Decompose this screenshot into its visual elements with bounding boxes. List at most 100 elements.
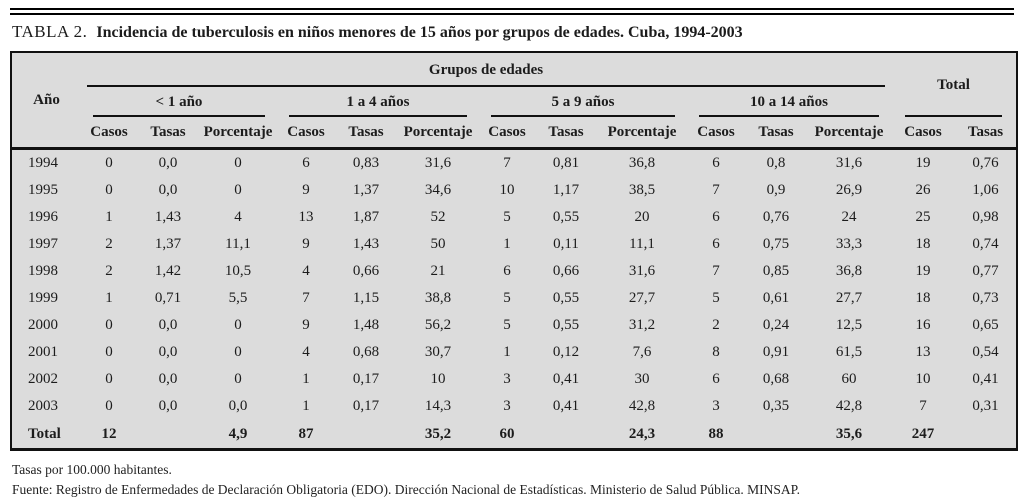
data-cell: 11,1 (225, 236, 251, 252)
data-cell: 88 (708, 425, 724, 442)
data-cell: 11,1 (629, 236, 655, 252)
age-group-1-4: 1 a 4 años (277, 87, 479, 117)
data-cell: 0,41 (552, 371, 580, 387)
data-cell: 42,8 (835, 398, 863, 414)
data-cell: 35,2 (424, 425, 452, 442)
data-cell: 0,55 (552, 290, 580, 306)
year-cell: 2002 (28, 371, 58, 387)
data-cell: 5,5 (228, 290, 248, 306)
year-cell: 1995 (28, 182, 58, 198)
table-row: 1997 2 1,37 11,1 9 1,43 50 1 0,11 11,1 6 0,75 33,3 18… (11, 231, 1017, 258)
data-cell: 33,3 (835, 236, 863, 252)
data-cell: 5 (503, 317, 511, 333)
footnotes: Tasas por 100.000 habitantes. Fuente: Re… (12, 460, 1014, 499)
data-cell: 0,66 (352, 263, 380, 279)
data-cell: 36,8 (628, 155, 656, 171)
data-cell: 0 (105, 182, 113, 198)
table-caption: TABLA 2. Incidencia de tuberculosis en ni… (12, 22, 1014, 42)
data-cell: 10 (915, 371, 931, 387)
table-row: 2001 0 0,0 0 4 0,68 30,7 1 0,12 7,6 8 0,91 61,5 13 0,5… (11, 339, 1017, 366)
data-cell: 4,9 (228, 425, 248, 442)
data-cell: 16 (915, 317, 931, 333)
subheader-casos: Casos (479, 117, 535, 150)
table-body: 1994 0 0,0 0 6 0,83 31,6 7 0,81 36,8 6 0,8 31,6 19 0,7… (11, 149, 1017, 450)
data-cell: 18 (915, 236, 931, 252)
data-cell: 31,2 (628, 317, 656, 333)
table-row: 1994 0 0,0 0 6 0,83 31,6 7 0,81 36,8 6 0,8 31,6 19 0,7… (11, 149, 1017, 178)
data-cell: 1,43 (154, 209, 182, 225)
data-cell: 0,11 (553, 236, 579, 252)
data-cell: 0,41 (972, 371, 999, 387)
age-group-under-1: < 1 año (81, 87, 277, 117)
data-cell: 31,6 (628, 263, 656, 279)
data-cell: 8 (712, 344, 720, 360)
age-group-10-14: 10 a 14 años (687, 87, 891, 117)
data-cell: 12,5 (835, 317, 863, 333)
data-cell: 4 (302, 344, 310, 360)
data-cell: 0,35 (762, 398, 790, 414)
data-cell: 0,75 (762, 236, 790, 252)
data-cell: 0,0 (158, 398, 178, 414)
data-cell: 31,6 (835, 155, 863, 171)
subheader-casos: Casos (277, 117, 335, 150)
data-cell: 0 (105, 398, 113, 414)
data-cell: 18 (915, 290, 931, 306)
data-cell (535, 420, 597, 450)
data-cell: 31,6 (424, 155, 452, 171)
data-cell: 10 (430, 371, 446, 387)
data-cell: 50 (430, 236, 446, 252)
data-cell: 4 (302, 263, 310, 279)
data-cell: 0,24 (762, 317, 790, 333)
data-cell: 5 (503, 290, 511, 306)
subheader-total-tasas: Tasas (955, 117, 1018, 150)
data-cell: 3 (712, 398, 720, 414)
incidence-table: Año Grupos de edades Total < 1 año 1 a 4… (10, 51, 1019, 451)
data-cell: 34,6 (424, 182, 452, 198)
data-cell: 0,91 (762, 344, 790, 360)
col-header-year: Año (11, 52, 81, 150)
data-cell: 6 (712, 236, 720, 252)
data-cell: 26 (915, 182, 931, 198)
data-cell: 0,0 (158, 344, 178, 360)
data-cell: 24,3 (628, 425, 656, 442)
data-cell (955, 420, 1017, 450)
subheader-porcentaje: Porcentaje (397, 117, 479, 150)
data-cell: 0,83 (352, 155, 380, 171)
table-row: 1999 1 0,71 5,5 7 1,15 38,8 5 0,55 27,7 5 0,61 27,7 1… (11, 285, 1017, 312)
data-cell: 9 (302, 182, 310, 198)
data-cell: 61,5 (835, 344, 863, 360)
data-cell: 0,55 (552, 317, 580, 333)
data-cell: 52 (430, 209, 446, 225)
subheader-tasas: Tasas (335, 117, 397, 150)
data-cell: 10,5 (224, 263, 252, 279)
data-cell: 0 (105, 344, 113, 360)
data-cell: 7 (919, 398, 927, 414)
data-cell: 10 (499, 182, 515, 198)
data-cell: 6 (302, 155, 310, 171)
data-cell: 1,17 (552, 182, 580, 198)
table-row: 1995 0 0,0 0 9 1,37 34,6 10 1,17 38,5 7 0,9 26,9 26 1,… (11, 177, 1017, 204)
data-cell: 38,8 (424, 290, 452, 306)
data-cell: 0 (234, 317, 242, 333)
year-cell: 2001 (28, 344, 58, 360)
data-cell: 1 (105, 209, 113, 225)
data-cell: 0,8 (766, 155, 786, 171)
top-double-rule (10, 8, 1014, 15)
data-cell: 36,8 (835, 263, 863, 279)
table-row: 2002 0 0,0 0 1 0,17 10 3 0,41 30 6 0,68 60 10 0,41 (11, 366, 1017, 393)
data-cell: 30,7 (424, 344, 452, 360)
data-cell: 60 (841, 371, 857, 387)
data-cell: 1 (503, 344, 511, 360)
data-cell: 0 (234, 182, 242, 198)
data-cell: 5 (503, 209, 511, 225)
data-cell: 1 (302, 398, 310, 414)
year-cell: 2003 (28, 398, 58, 414)
data-cell: 0 (234, 155, 242, 171)
group-header-ages: Grupos de edades (81, 52, 891, 87)
data-cell: 7 (712, 182, 720, 198)
data-cell: 87 (298, 425, 314, 442)
data-cell: 4 (234, 209, 242, 225)
data-cell: 0 (234, 371, 242, 387)
year-cell: 2000 (28, 317, 58, 333)
data-cell: 0,9 (766, 182, 786, 198)
